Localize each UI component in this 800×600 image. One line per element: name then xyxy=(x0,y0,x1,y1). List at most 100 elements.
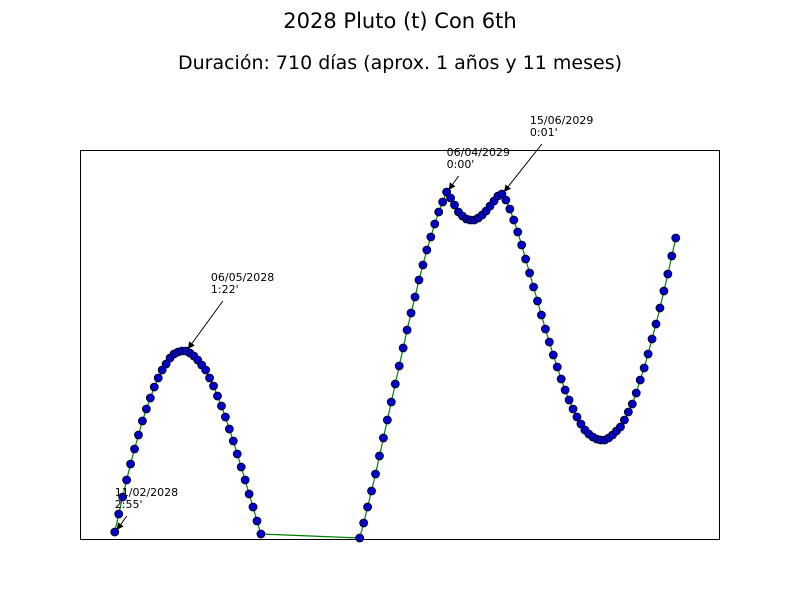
point-marker xyxy=(213,391,222,401)
point-marker xyxy=(157,365,167,375)
point-marker xyxy=(651,319,661,329)
point-marker xyxy=(205,373,214,383)
annotation-text: 06/04/2029 xyxy=(447,146,510,159)
point-marker xyxy=(386,397,396,407)
point-marker xyxy=(153,373,163,383)
point-marker xyxy=(544,337,554,347)
point-marker xyxy=(533,296,542,306)
point-marker xyxy=(410,292,420,302)
point-marker xyxy=(402,325,412,335)
point-marker xyxy=(118,492,128,502)
point-marker xyxy=(639,363,649,373)
point-marker xyxy=(363,502,373,512)
point-marker xyxy=(382,415,392,425)
point-marker xyxy=(232,449,242,459)
point-marker xyxy=(134,430,143,440)
point-marker xyxy=(505,204,515,214)
point-marker xyxy=(141,404,151,414)
point-marker xyxy=(635,375,645,385)
point-marker xyxy=(647,334,657,344)
point-marker xyxy=(576,419,586,429)
point-marker xyxy=(220,412,230,422)
point-marker xyxy=(564,395,574,405)
annotation-text: 0:01' xyxy=(530,126,558,139)
point-marker xyxy=(434,207,444,217)
point-marker xyxy=(138,416,147,426)
point-marker xyxy=(521,254,531,264)
point-marker xyxy=(355,533,365,543)
point-marker xyxy=(623,407,633,417)
point-marker xyxy=(572,412,582,422)
point-marker xyxy=(513,227,523,237)
annotation-text: 11/02/2028 xyxy=(115,486,178,499)
point-marker xyxy=(517,240,527,250)
point-marker xyxy=(663,269,673,279)
point-marker xyxy=(228,436,238,446)
point-marker xyxy=(248,502,258,512)
point-marker xyxy=(643,349,653,359)
point-marker xyxy=(501,195,511,205)
point-marker xyxy=(537,310,546,320)
point-marker xyxy=(114,509,124,519)
plot-frame xyxy=(80,150,720,540)
point-marker xyxy=(201,365,211,375)
point-marker xyxy=(446,193,455,203)
point-marker xyxy=(422,245,432,255)
point-marker xyxy=(414,275,424,285)
point-marker xyxy=(568,404,578,414)
point-marker xyxy=(529,282,538,292)
point-marker xyxy=(390,379,400,389)
point-marker xyxy=(122,475,132,485)
point-marker xyxy=(236,462,246,472)
point-marker xyxy=(418,260,428,270)
point-marker xyxy=(379,433,388,443)
point-marker xyxy=(394,361,404,371)
annotation-arrow xyxy=(448,175,460,191)
point-marker xyxy=(367,486,376,496)
annotation-text: 06/05/2028 xyxy=(211,271,274,284)
annotation-text: 0:00' xyxy=(447,158,475,171)
point-marker xyxy=(616,422,625,432)
point-marker xyxy=(240,475,250,485)
annotation-text: 2:55' xyxy=(115,498,143,511)
point-marker xyxy=(438,197,448,207)
point-marker xyxy=(540,324,550,334)
point-marker xyxy=(631,388,641,398)
point-marker xyxy=(371,469,380,479)
point-marker xyxy=(450,200,459,210)
annotation-arrow xyxy=(187,300,224,350)
annotation-text: 1:22' xyxy=(211,283,239,296)
point-marker xyxy=(359,518,369,528)
point-marker xyxy=(130,444,139,454)
annotation-arrow xyxy=(503,143,543,193)
point-marker xyxy=(548,350,558,360)
point-marker xyxy=(552,362,562,372)
point-marker xyxy=(406,308,416,318)
point-marker xyxy=(560,385,570,395)
point-marker xyxy=(209,381,218,391)
point-marker xyxy=(655,303,665,313)
point-marker xyxy=(619,415,629,425)
point-marker xyxy=(224,424,234,434)
point-marker xyxy=(252,516,262,526)
point-marker xyxy=(126,459,135,469)
point-marker xyxy=(659,286,669,296)
point-marker xyxy=(525,268,534,278)
point-marker xyxy=(244,489,254,499)
annotation-arrow xyxy=(116,515,128,531)
point-marker xyxy=(426,232,436,242)
point-marker xyxy=(430,219,440,229)
annotation-text: 15/06/2029 xyxy=(530,114,593,127)
point-marker xyxy=(217,401,226,411)
point-marker xyxy=(667,251,677,261)
point-marker xyxy=(627,399,637,409)
chart-subtitle: Duración: 710 días (aprox. 1 años y 11 m… xyxy=(178,52,622,74)
point-marker xyxy=(556,374,566,384)
point-marker xyxy=(671,233,681,243)
point-marker xyxy=(398,343,408,353)
point-marker xyxy=(509,215,519,225)
point-marker xyxy=(375,451,384,461)
chart-title: 2028 Pluto (t) Con 6th xyxy=(283,9,516,33)
point-marker xyxy=(256,529,266,539)
